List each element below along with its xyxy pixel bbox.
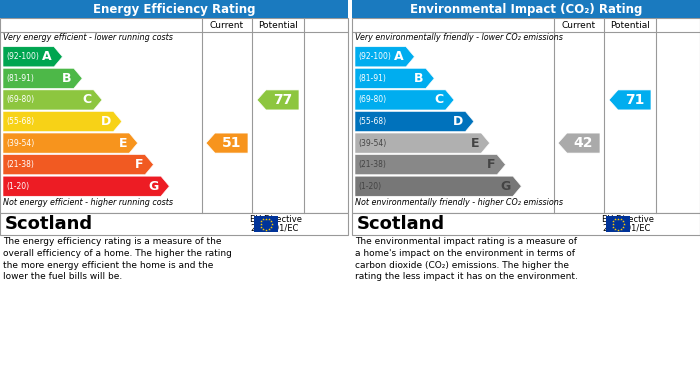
Polygon shape: [355, 154, 505, 175]
Bar: [0, 213, 348, 235]
Text: Potential: Potential: [258, 20, 298, 29]
Text: (21-38): (21-38): [6, 160, 34, 169]
Text: The energy efficiency rating is a measure of the
overall efficiency of a home. T: The energy efficiency rating is a measur…: [3, 237, 232, 282]
Bar: [352, 213, 700, 235]
Text: A: A: [394, 50, 404, 63]
Text: 2002/91/EC: 2002/91/EC: [250, 224, 298, 233]
Text: (81-91): (81-91): [358, 74, 386, 83]
Text: G: G: [148, 180, 159, 193]
Polygon shape: [3, 47, 62, 67]
Text: (69-80): (69-80): [6, 95, 34, 104]
Text: (1-20): (1-20): [6, 182, 29, 191]
Polygon shape: [3, 154, 153, 175]
Bar: [254, 216, 278, 232]
Text: Not environmentally friendly - higher CO₂ emissions: Not environmentally friendly - higher CO…: [355, 198, 563, 207]
Text: Current: Current: [210, 20, 244, 29]
Polygon shape: [257, 90, 299, 110]
Text: B: B: [62, 72, 72, 85]
Text: 77: 77: [273, 93, 292, 107]
Text: 2002/91/EC: 2002/91/EC: [602, 224, 650, 233]
Text: (39-54): (39-54): [358, 138, 386, 147]
Text: 42: 42: [574, 136, 594, 150]
Text: (92-100): (92-100): [358, 52, 391, 61]
Bar: [352, 18, 700, 213]
Polygon shape: [3, 68, 82, 88]
Polygon shape: [355, 68, 434, 88]
Polygon shape: [3, 176, 169, 196]
Text: E: E: [470, 136, 480, 150]
Text: EU Directive: EU Directive: [602, 215, 654, 224]
Text: B: B: [414, 72, 424, 85]
Text: (55-68): (55-68): [358, 117, 386, 126]
Text: Very energy efficient - lower running costs: Very energy efficient - lower running co…: [3, 33, 173, 42]
Text: Potential: Potential: [610, 20, 650, 29]
Text: Scotland: Scotland: [5, 215, 93, 233]
Text: (1-20): (1-20): [358, 182, 381, 191]
Text: C: C: [435, 93, 444, 106]
Text: (81-91): (81-91): [6, 74, 34, 83]
Text: F: F: [134, 158, 143, 171]
Polygon shape: [558, 133, 600, 153]
Text: Energy Efficiency Rating: Energy Efficiency Rating: [92, 2, 256, 16]
Text: E: E: [119, 136, 127, 150]
Text: G: G: [500, 180, 511, 193]
Polygon shape: [355, 133, 489, 153]
Bar: [0, 18, 348, 213]
Text: (39-54): (39-54): [6, 138, 34, 147]
Text: (92-100): (92-100): [6, 52, 39, 61]
Text: D: D: [101, 115, 111, 128]
Text: Not energy efficient - higher running costs: Not energy efficient - higher running co…: [3, 198, 173, 207]
Text: 71: 71: [625, 93, 644, 107]
Polygon shape: [355, 90, 454, 110]
Bar: [352, 0, 700, 18]
Polygon shape: [355, 47, 414, 67]
Polygon shape: [3, 133, 138, 153]
Text: C: C: [83, 93, 92, 106]
Text: The environmental impact rating is a measure of
a home's impact on the environme: The environmental impact rating is a mea…: [355, 237, 578, 282]
Text: A: A: [42, 50, 52, 63]
Polygon shape: [3, 90, 102, 110]
Bar: [606, 216, 630, 232]
Text: F: F: [486, 158, 495, 171]
Text: Environmental Impact (CO₂) Rating: Environmental Impact (CO₂) Rating: [410, 2, 642, 16]
Bar: [0, 0, 348, 18]
Text: 51: 51: [222, 136, 242, 150]
Text: (69-80): (69-80): [358, 95, 386, 104]
Polygon shape: [206, 133, 248, 153]
Polygon shape: [355, 111, 474, 131]
Text: Current: Current: [562, 20, 596, 29]
Polygon shape: [355, 176, 522, 196]
Polygon shape: [609, 90, 651, 110]
Text: (55-68): (55-68): [6, 117, 34, 126]
Text: Very environmentally friendly - lower CO₂ emissions: Very environmentally friendly - lower CO…: [355, 33, 563, 42]
Text: Scotland: Scotland: [357, 215, 445, 233]
Text: EU Directive: EU Directive: [250, 215, 302, 224]
Polygon shape: [3, 111, 122, 131]
Text: (21-38): (21-38): [358, 160, 386, 169]
Text: D: D: [453, 115, 463, 128]
